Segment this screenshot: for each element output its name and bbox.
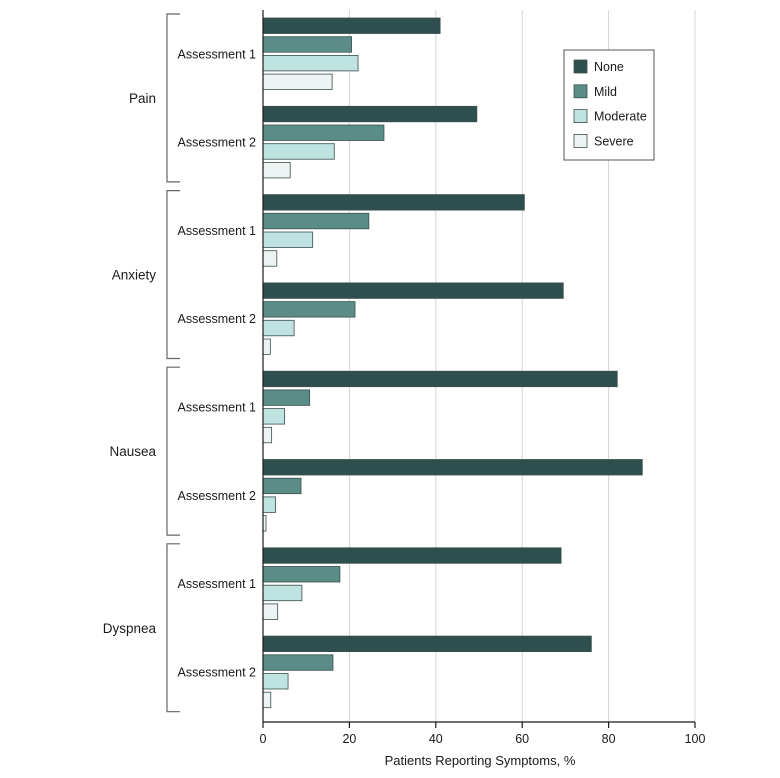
legend-swatch-severe — [573, 133, 588, 148]
bar-nausea-assessment-2-mild — [262, 477, 302, 495]
group-bracket — [166, 366, 180, 536]
group-bracket — [166, 543, 180, 713]
bar-dyspnea-assessment-2-severe — [262, 691, 272, 709]
bar-dyspnea-assessment-2-none — [262, 635, 592, 652]
assessment-label: Assessment 1 — [177, 577, 256, 591]
group-label: Anxiety — [112, 268, 157, 283]
bar-anxiety-assessment-1-severe — [262, 250, 278, 267]
bar-dyspnea-assessment-2-moderate — [262, 673, 289, 690]
bar-pain-assessment-2-severe — [262, 161, 291, 179]
group-label: Nausea — [109, 444, 156, 459]
legend-swatch-moderate — [573, 109, 588, 123]
bar-pain-assessment-1-moderate — [262, 55, 359, 72]
assessment-label: Assessment 2 — [177, 489, 256, 503]
assessment-label: Assessment 2 — [177, 136, 256, 150]
x-axis-title: Patients Reporting Symptoms, % — [385, 753, 576, 768]
bar-nausea-assessment-1-moderate — [262, 408, 286, 425]
bar-pain-assessment-2-none — [262, 105, 478, 123]
group-label: Dyspnea — [103, 621, 157, 636]
x-tick-label: 100 — [685, 732, 706, 746]
bar-nausea-assessment-1-mild — [262, 389, 311, 406]
bar-nausea-assessment-1-severe — [262, 426, 273, 444]
group-bracket — [166, 13, 180, 183]
bar-anxiety-assessment-1-none — [262, 194, 525, 211]
assessment-label: Assessment 2 — [177, 312, 256, 326]
legend-swatch-mild — [573, 84, 588, 99]
legend-label-severe: Severe — [594, 134, 634, 148]
legend-label-mild: Mild — [594, 85, 617, 99]
bar-dyspnea-assessment-1-mild — [262, 566, 341, 583]
bar-anxiety-assessment-2-severe — [262, 338, 271, 355]
bar-pain-assessment-1-mild — [262, 36, 352, 53]
group-label: Pain — [129, 91, 156, 106]
x-tick-label: 20 — [342, 732, 356, 746]
bar-dyspnea-assessment-1-none — [262, 547, 562, 564]
category-labels: Assessment 1 Assessment 2 Pain Assessment 1… — [103, 13, 256, 713]
assessment-label: Assessment 2 — [177, 665, 256, 679]
x-tick-label: 60 — [515, 732, 529, 746]
legend-label-moderate: Moderate — [594, 110, 647, 124]
bar-nausea-assessment-1-none — [262, 370, 618, 388]
x-tick-label: 0 — [260, 732, 267, 746]
bar-dyspnea-assessment-1-severe — [262, 603, 279, 620]
bar-dyspnea-assessment-2-mild — [262, 654, 334, 671]
bar-pain-assessment-1-severe — [262, 73, 333, 90]
legend-swatch-none — [573, 59, 588, 74]
bar-pain-assessment-2-mild — [262, 124, 385, 141]
bar-anxiety-assessment-2-mild — [262, 301, 356, 318]
legend-label-none: None — [594, 60, 624, 74]
bar-anxiety-assessment-2-moderate — [262, 319, 295, 337]
bar-anxiety-assessment-2-none — [262, 282, 564, 299]
assessment-label: Assessment 1 — [177, 47, 256, 61]
bar-pain-assessment-1-none — [262, 17, 441, 34]
bar-nausea-assessment-2-none — [262, 459, 643, 476]
bar-dyspnea-assessment-1-moderate — [262, 584, 303, 602]
bar-nausea-assessment-2-moderate — [262, 496, 276, 513]
axes: 0 20 40 60 80 100 — [260, 10, 706, 746]
assessment-label: Assessment 1 — [177, 224, 256, 238]
bar-anxiety-assessment-1-moderate — [262, 231, 314, 248]
bar-pain-assessment-2-moderate — [262, 143, 335, 160]
group-bracket — [166, 190, 180, 360]
assessment-label: Assessment 1 — [177, 401, 256, 415]
bars — [262, 17, 643, 709]
x-tick-label: 40 — [429, 732, 443, 746]
legend: None Mild Moderate Severe — [563, 49, 655, 161]
bar-anxiety-assessment-1-mild — [262, 212, 370, 230]
x-tick-label: 80 — [602, 732, 616, 746]
